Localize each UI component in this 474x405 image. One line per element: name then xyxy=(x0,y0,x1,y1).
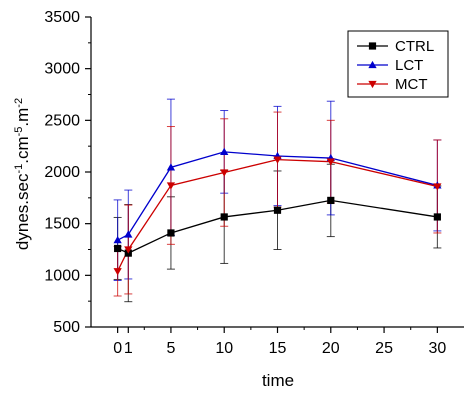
y-tick-label: 3000 xyxy=(44,61,80,78)
lct-data-point xyxy=(166,163,176,171)
y-tick-label: 500 xyxy=(53,319,80,336)
mct-data-point xyxy=(433,183,442,191)
ctrl-data-point xyxy=(327,196,335,205)
mct-data-point xyxy=(326,158,335,166)
ctrl-data-point xyxy=(273,206,282,214)
x-tick-label: 15 xyxy=(269,340,287,357)
ctrl-legend-marker xyxy=(368,42,377,50)
x-tick-label: 25 xyxy=(375,340,393,357)
x-tick-label: 10 xyxy=(215,340,233,357)
legend-label-lct: LCT xyxy=(395,57,423,74)
ctrl-data-point xyxy=(114,244,122,253)
y-tick-label: 3500 xyxy=(44,9,80,26)
legend-item-ctrl: CTRL xyxy=(357,38,434,55)
legend-label-ctrl: CTRL xyxy=(395,38,434,55)
ctrl-data-point xyxy=(433,213,441,221)
ctrl-data-point xyxy=(167,229,175,237)
legend-label-mct: MCT xyxy=(395,76,428,93)
y-tick-label: 1500 xyxy=(44,216,80,233)
x-tick-label: 0 xyxy=(113,340,122,357)
mct-data-point xyxy=(113,268,122,276)
x-tick-label: 5 xyxy=(166,340,175,357)
lct-data-point xyxy=(124,230,133,238)
mct-legend-marker xyxy=(368,80,377,89)
mct-data-point xyxy=(273,156,282,164)
mct-data-point xyxy=(220,169,229,177)
y-tick-label: 1000 xyxy=(44,267,80,284)
lct-data-point xyxy=(220,147,229,155)
lct-legend-marker xyxy=(368,60,377,69)
x-tick-label: 30 xyxy=(428,340,446,357)
lct-data-point xyxy=(113,236,122,244)
ctrl-data-point xyxy=(220,213,228,221)
x-tick-label: 20 xyxy=(322,340,340,357)
legend-box xyxy=(347,30,449,98)
mct-data-point xyxy=(124,246,133,254)
y-tick-label: 2500 xyxy=(44,112,80,129)
legend-item-lct: LCT xyxy=(357,57,423,74)
legend-item-mct: MCT xyxy=(357,76,428,93)
x-tick-label: 1 xyxy=(124,340,133,357)
y-tick-label: 2000 xyxy=(44,164,80,181)
x-axis-title: time xyxy=(262,371,294,390)
y-axis-title: dynes.sec-1.cm-5.m-2 xyxy=(13,98,32,250)
mct-data-point xyxy=(166,182,176,190)
